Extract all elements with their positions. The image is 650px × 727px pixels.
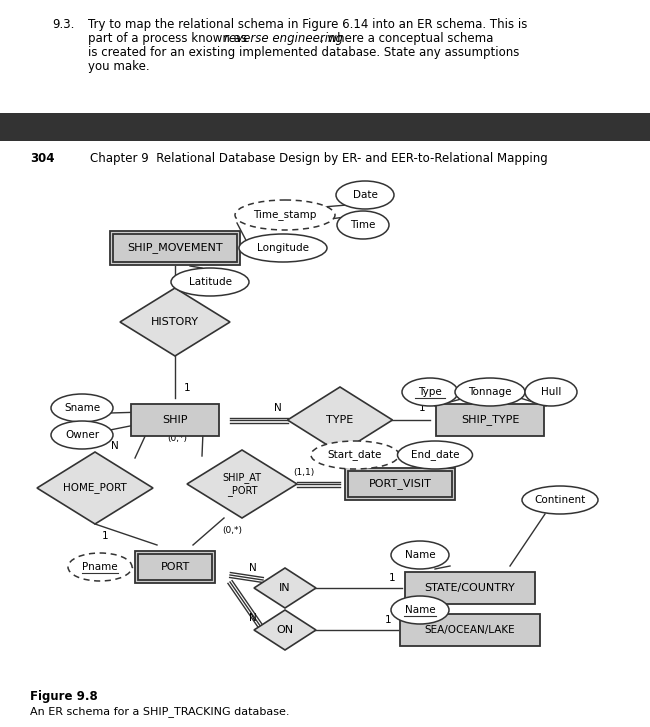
Text: Pname: Pname	[82, 562, 118, 572]
Text: (0,*): (0,*)	[222, 526, 242, 534]
Text: (1,1): (1,1)	[293, 467, 315, 476]
Ellipse shape	[336, 181, 394, 209]
Ellipse shape	[68, 553, 132, 581]
Text: 1: 1	[389, 573, 395, 583]
Text: Start_date: Start_date	[328, 449, 382, 460]
Bar	[138, 554, 212, 580]
Text: End_date: End_date	[411, 449, 460, 460]
Text: Tonnage: Tonnage	[468, 387, 512, 397]
Bar	[405, 572, 535, 604]
Text: ON: ON	[276, 625, 294, 635]
Text: An ER schema for a SHIP_TRACKING database.: An ER schema for a SHIP_TRACKING databas…	[30, 706, 289, 717]
Text: Continent: Continent	[534, 495, 586, 505]
Text: 1: 1	[419, 403, 425, 413]
Bar	[348, 471, 452, 497]
Ellipse shape	[522, 486, 598, 514]
Bar	[400, 614, 540, 646]
Text: 1: 1	[385, 615, 391, 625]
Ellipse shape	[525, 378, 577, 406]
Ellipse shape	[337, 211, 389, 239]
Bar	[113, 234, 237, 262]
Text: part of a process known as: part of a process known as	[88, 32, 251, 45]
Text: N: N	[111, 441, 119, 451]
Bar	[0, 113, 650, 141]
Text: Name: Name	[405, 550, 436, 560]
Text: Owner: Owner	[65, 430, 99, 440]
Text: N: N	[274, 403, 282, 413]
Text: IN: IN	[280, 583, 291, 593]
Text: PORT_VISIT: PORT_VISIT	[369, 478, 432, 489]
Ellipse shape	[171, 268, 249, 296]
Text: (0,*): (0,*)	[167, 435, 187, 443]
Text: Sname: Sname	[64, 403, 100, 413]
Text: SHIP_TYPE: SHIP_TYPE	[461, 414, 519, 425]
Ellipse shape	[239, 234, 327, 262]
Text: Name: Name	[405, 605, 436, 615]
Polygon shape	[120, 288, 230, 356]
Ellipse shape	[455, 378, 525, 406]
Bar	[436, 404, 544, 436]
Ellipse shape	[51, 421, 113, 449]
Ellipse shape	[402, 378, 458, 406]
Text: Figure 9.8: Figure 9.8	[30, 690, 98, 703]
Ellipse shape	[391, 541, 449, 569]
Text: HOME_PORT: HOME_PORT	[63, 483, 127, 494]
Text: SHIP_MOVEMENT: SHIP_MOVEMENT	[127, 243, 223, 254]
Polygon shape	[254, 568, 316, 608]
Text: reverse engineering: reverse engineering	[224, 32, 343, 45]
Ellipse shape	[391, 596, 449, 624]
Text: 304: 304	[30, 152, 55, 165]
Ellipse shape	[311, 441, 399, 469]
Bar	[135, 551, 215, 583]
Text: Try to map the relational schema in Figure 6.14 into an ER schema. This is: Try to map the relational schema in Figu…	[88, 18, 527, 31]
Text: TYPE: TYPE	[326, 415, 354, 425]
Text: Chapter 9  Relational Database Design by ER- and EER-to-Relational Mapping: Chapter 9 Relational Database Design by …	[90, 152, 548, 165]
Text: Time: Time	[350, 220, 376, 230]
Text: Hull: Hull	[541, 387, 561, 397]
Text: SEA/OCEAN/LAKE: SEA/OCEAN/LAKE	[424, 625, 515, 635]
Polygon shape	[37, 452, 153, 524]
Text: PORT: PORT	[161, 562, 190, 572]
Ellipse shape	[51, 394, 113, 422]
Text: Date: Date	[352, 190, 378, 200]
Text: HISTORY: HISTORY	[151, 317, 199, 327]
Ellipse shape	[398, 441, 473, 469]
Polygon shape	[254, 610, 316, 650]
Text: SHIP: SHIP	[162, 415, 188, 425]
Text: Longitude: Longitude	[257, 243, 309, 253]
Text: you make.: you make.	[88, 60, 150, 73]
Polygon shape	[287, 387, 393, 453]
Text: 1: 1	[101, 531, 109, 541]
Text: N: N	[249, 563, 257, 573]
Text: 9.3.: 9.3.	[52, 18, 74, 31]
Bar	[131, 404, 219, 436]
Text: Latitude: Latitude	[188, 277, 231, 287]
Text: N: N	[249, 613, 257, 623]
Polygon shape	[187, 450, 297, 518]
Ellipse shape	[235, 200, 335, 230]
Text: is created for an existing implemented database. State any assumptions: is created for an existing implemented d…	[88, 46, 519, 59]
Bar	[345, 468, 455, 500]
Text: Type: Type	[418, 387, 442, 397]
Bar	[110, 231, 240, 265]
Text: Time_stamp: Time_stamp	[254, 209, 317, 220]
Text: , where a conceptual schema: , where a conceptual schema	[320, 32, 494, 45]
Text: N: N	[183, 277, 191, 287]
Text: STATE/COUNTRY: STATE/COUNTRY	[424, 583, 515, 593]
Text: 1: 1	[184, 383, 190, 393]
Text: SHIP_AT
_PORT: SHIP_AT _PORT	[222, 473, 261, 496]
